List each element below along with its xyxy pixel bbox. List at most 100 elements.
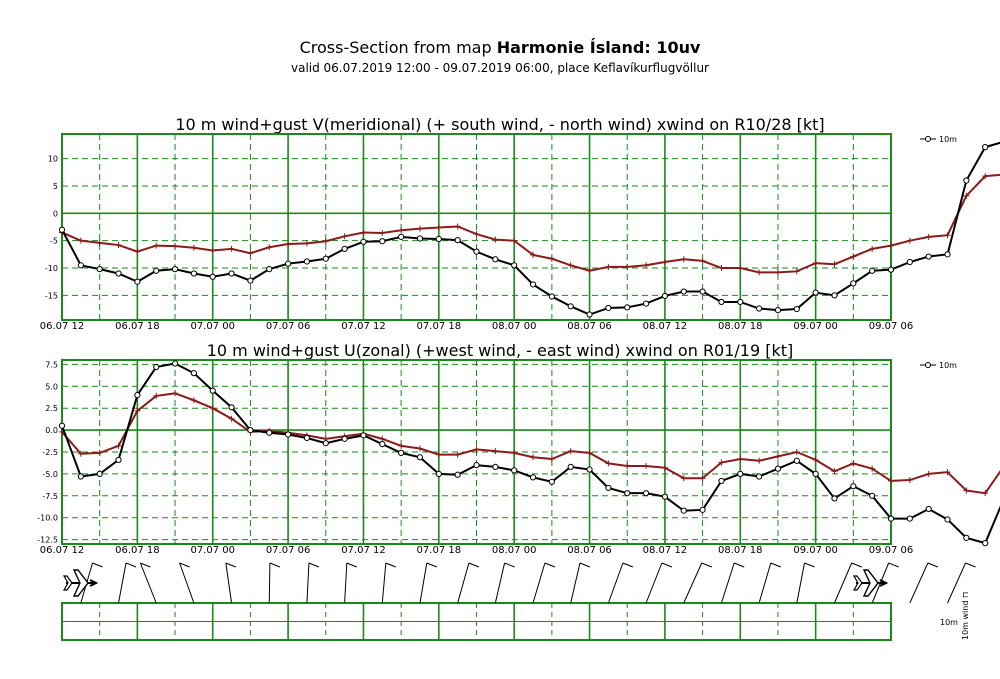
wind-barb — [381, 562, 397, 604]
barb-feather — [544, 562, 556, 568]
gust-point — [925, 470, 932, 477]
wind-point — [303, 258, 311, 265]
gust-point — [398, 227, 405, 234]
x-tick-label: 08.07 18 — [718, 545, 763, 556]
chart-panel-2: 10 m wind+gust U(zonal) (+west wind, - e… — [37, 341, 1000, 556]
gust-point — [379, 435, 386, 442]
barb-feather — [269, 562, 281, 568]
wind-point — [492, 256, 499, 263]
wind-point — [756, 305, 763, 312]
gust-point — [643, 463, 650, 470]
gust-point — [812, 456, 819, 463]
wind-barb — [532, 562, 556, 604]
y-tick-label: -7.5 — [42, 492, 58, 501]
barb-feather — [927, 562, 939, 568]
wind-point — [737, 298, 744, 306]
gust-point — [680, 256, 687, 263]
title-prefix: Cross-Section from map — [299, 38, 497, 57]
x-tick-label: 08.07 18 — [718, 321, 763, 332]
wind-point — [699, 506, 706, 513]
wind-point — [435, 235, 442, 243]
barb-feather — [426, 562, 437, 568]
wind-barb — [494, 562, 515, 604]
gust-point — [831, 261, 838, 268]
gust-point — [737, 265, 744, 272]
gust-point — [77, 450, 84, 457]
wind-point — [812, 289, 819, 296]
wind-barb — [834, 562, 862, 604]
airplane-icon — [62, 569, 99, 597]
x-tick-label: 08.07 00 — [492, 545, 537, 556]
gust-point — [548, 255, 555, 262]
barb-feather — [734, 562, 745, 568]
barb-feather — [804, 562, 815, 568]
gust-series-line — [61, 392, 1000, 495]
gust-point — [793, 449, 800, 455]
barb-feather — [965, 562, 976, 568]
gust-point — [190, 244, 197, 251]
gust-point — [341, 233, 348, 240]
y-tick-label: 5.0 — [45, 382, 58, 391]
gust-point — [963, 192, 970, 199]
plane-wings — [862, 569, 879, 597]
x-tick-label: 08.07 00 — [492, 321, 537, 332]
barb-staff — [344, 562, 348, 604]
wind-point — [379, 441, 386, 448]
wind-point — [153, 363, 160, 371]
wind-point — [869, 267, 876, 274]
wind-point — [529, 281, 537, 288]
barb-staff — [118, 562, 127, 604]
gust-point — [982, 490, 989, 497]
y-tick-label: 5 — [53, 182, 58, 191]
wind-barb — [225, 562, 237, 604]
wind-barb — [179, 562, 195, 604]
wind-point — [680, 288, 687, 295]
wind-point — [793, 457, 800, 464]
wind-point — [454, 471, 461, 478]
gust-point — [906, 477, 913, 484]
wind-point — [115, 456, 122, 463]
chart-title: 10 m wind+gust V(meridional) (+ south wi… — [175, 115, 824, 134]
barb-feather — [92, 562, 103, 568]
gust-point — [134, 248, 141, 255]
wind-point — [341, 435, 348, 442]
wind-point — [831, 495, 838, 502]
barb-staff — [532, 562, 546, 604]
x-tick-label: 06.07 12 — [40, 321, 85, 332]
x-tick-label: 07.07 12 — [341, 545, 386, 556]
gust-point — [96, 449, 103, 456]
plane-wings — [72, 569, 89, 597]
gust-point — [303, 240, 310, 247]
gust-point — [718, 265, 725, 272]
gust-point — [511, 237, 518, 244]
gust-point — [661, 464, 668, 471]
plane-tail — [852, 575, 863, 591]
wind-point — [642, 490, 650, 497]
gust-point — [416, 445, 423, 452]
gust-point — [266, 244, 273, 251]
wind-barb — [268, 562, 281, 604]
wind-barb — [796, 562, 815, 604]
barb-feather — [385, 562, 397, 568]
gust-point — [153, 242, 160, 249]
gust-point — [492, 236, 499, 243]
wind-barb-panel: 10m 10m wind ⊓ — [61, 562, 976, 641]
gust-point — [153, 392, 160, 399]
wind-point — [115, 270, 122, 277]
gust-point — [379, 230, 386, 237]
chart-title: 10 m wind+gust U(zonal) (+west wind, - e… — [207, 341, 794, 360]
gust-point — [473, 446, 480, 453]
gust-point — [944, 232, 951, 239]
x-tick-label: 07.07 00 — [190, 545, 235, 556]
gust-point — [661, 259, 668, 266]
x-tick-label: 09.07 06 — [869, 545, 914, 556]
x-tick-label: 07.07 12 — [341, 321, 386, 332]
gust-point — [209, 405, 216, 412]
barb-feather — [770, 562, 781, 568]
wind-point — [190, 270, 197, 277]
barb-feather — [622, 562, 634, 568]
gust-point — [756, 269, 763, 276]
wind-point — [850, 280, 857, 287]
wind-point — [228, 404, 235, 411]
gust-point — [982, 173, 989, 180]
